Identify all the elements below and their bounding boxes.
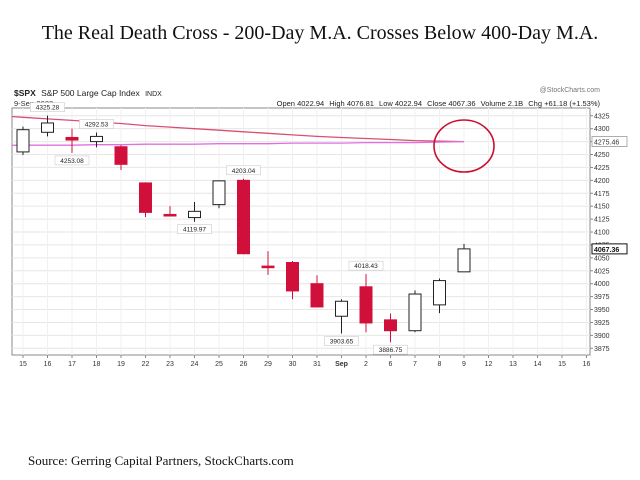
x-tick-label: 22 xyxy=(142,361,150,368)
candle-body xyxy=(188,210,201,219)
highlight-circle xyxy=(433,119,495,173)
index-name: S&P 500 Large Cap Index xyxy=(41,88,140,98)
x-tick-label: 25 xyxy=(215,361,223,368)
x-tick-label: 30 xyxy=(289,361,297,368)
x-tick-label: 31 xyxy=(313,361,321,368)
candle-body xyxy=(261,265,275,269)
y-tick-label: 3925 xyxy=(594,320,610,327)
x-tick-label: 6 xyxy=(389,361,393,368)
annotation-box xyxy=(324,336,359,346)
annotation-label: 4253.08 xyxy=(60,158,84,165)
y-axis: 3875390039253950397540004025405040754100… xyxy=(590,113,610,353)
ma-200-line xyxy=(11,115,465,143)
candle-body xyxy=(237,179,250,255)
y-tick-label: 4250 xyxy=(594,152,610,159)
candle-body xyxy=(335,300,348,317)
candle-body xyxy=(65,136,79,141)
x-tick-label: 23 xyxy=(166,361,174,368)
candle-body xyxy=(90,135,103,143)
candle-body xyxy=(163,213,177,217)
candle-body xyxy=(41,122,54,133)
last-price-label: 4067.36 xyxy=(594,247,619,254)
x-axis: 15 16 17 18 19 22 23 24 25 26 29 30 31 Sep 2 6 7 8 9 12 13 14… xyxy=(19,355,590,368)
x-tick-label: 26 xyxy=(240,361,248,368)
price-tags: 4275.46 4067.36 xyxy=(433,119,628,255)
candle-body xyxy=(359,286,373,324)
x-tick-label: 2 xyxy=(364,361,368,368)
ma-400-line xyxy=(11,140,465,146)
y-tick-label: 4025 xyxy=(594,268,610,275)
x-tick-label: 15 xyxy=(19,361,27,368)
y-tick-label: 3900 xyxy=(594,333,610,340)
annotation-label: 3886.75 xyxy=(379,347,403,354)
x-tick-label: 19 xyxy=(117,361,125,368)
y-tick-label: 4225 xyxy=(594,165,610,172)
candle-body xyxy=(433,280,446,306)
annotation-label: 4292.53 xyxy=(85,122,109,129)
y-tick-label: 3950 xyxy=(594,307,610,314)
x-tick-label: 15 xyxy=(558,361,566,368)
y-tick-label: 3875 xyxy=(594,346,610,353)
ohlc-readout: Open 4022.94 High 4076.81 Low 4022.94 Cl… xyxy=(277,99,601,108)
x-tick-label: 8 xyxy=(438,361,442,368)
annotation-box xyxy=(79,119,114,129)
candles xyxy=(16,115,471,343)
x-tick-label: 29 xyxy=(264,361,272,368)
y-tick-label: 4000 xyxy=(594,281,610,288)
symbol-label: $SPX xyxy=(14,88,36,98)
y-tick-label: 4125 xyxy=(594,217,610,224)
annotation-box xyxy=(54,155,90,166)
moving-averages xyxy=(11,115,465,146)
candle-body xyxy=(457,248,471,273)
y-tick-label: 4200 xyxy=(594,178,610,185)
y-tick-label: 4100 xyxy=(594,230,610,237)
last-price-tag xyxy=(591,243,628,255)
y-tick-label: 3975 xyxy=(594,294,610,301)
x-tick-label: 14 xyxy=(534,361,542,368)
annotation-label: 4325.28 xyxy=(36,105,60,112)
annotation-box xyxy=(30,102,65,112)
x-tick-label: 16 xyxy=(583,361,591,368)
grid xyxy=(12,108,590,355)
y-tick-label: 4325 xyxy=(594,113,610,120)
exchange-label: INDX xyxy=(145,91,162,98)
y-tick-label: 4300 xyxy=(594,126,610,133)
candle-body xyxy=(139,182,152,213)
x-tick-label: 12 xyxy=(485,361,493,368)
svg-text:$SPX S&P 500 Large Cap Ind: $SPX S&P 500 Large Cap Index INDX xyxy=(14,88,162,98)
candle-body xyxy=(408,293,422,332)
watermark: @StockCharts.com xyxy=(540,87,601,94)
chart-title: The Real Death Cross - 200-Day M.A. Cros… xyxy=(41,22,599,44)
x-tick-label: 7 xyxy=(413,361,417,368)
annotation-box xyxy=(348,260,384,271)
annotation-box xyxy=(177,224,212,234)
y-tick-label: 4175 xyxy=(594,191,610,198)
x-tick-label: 17 xyxy=(68,361,76,368)
annotations: 4325.28 4253.08 4292.53 4119.97 4203.04 4018.… xyxy=(30,102,408,355)
candle-body xyxy=(16,129,30,153)
x-tick-label: Sep xyxy=(335,361,348,368)
x-tick-label: 18 xyxy=(93,361,101,368)
annotation-label: 3903.65 xyxy=(330,338,354,345)
ma-value-label: 4275.46 xyxy=(594,140,619,147)
y-tick-label: 4050 xyxy=(594,255,610,262)
annotation-box xyxy=(226,165,261,176)
candle-body xyxy=(310,283,324,308)
candle-body xyxy=(286,262,299,292)
annotation-box xyxy=(373,344,408,355)
annotation-label: 4119.97 xyxy=(183,227,206,234)
candle-body xyxy=(114,146,128,165)
x-tick-label: 24 xyxy=(191,361,199,368)
x-tick-label: 16 xyxy=(44,361,52,368)
x-tick-label: 13 xyxy=(509,361,517,368)
candle-body xyxy=(212,180,226,206)
x-tick-label: 9 xyxy=(462,361,466,368)
ma-value-tag xyxy=(591,136,628,147)
y-tick-label: 4150 xyxy=(594,204,610,211)
annotation-label: 4018.43 xyxy=(354,263,378,270)
candle-body xyxy=(384,319,397,332)
annotation-label: 4203.04 xyxy=(232,168,256,175)
source-note: Source: Gerring Capital Partners, StockC… xyxy=(28,453,294,468)
